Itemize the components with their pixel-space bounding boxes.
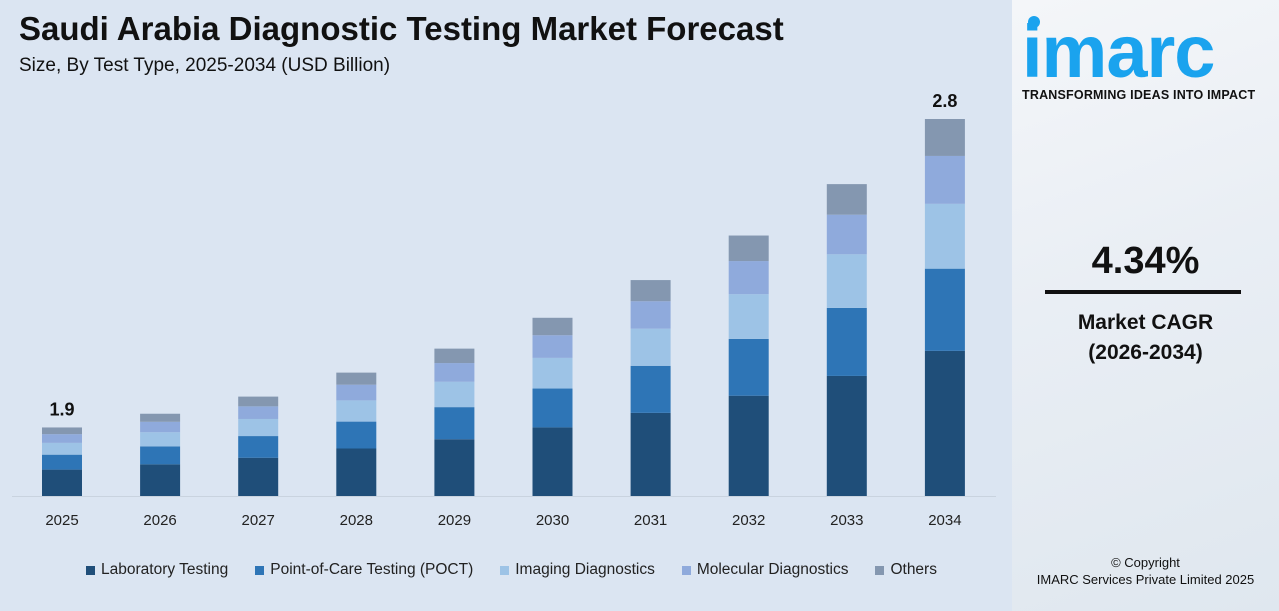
x-tick-label: 2025: [45, 512, 78, 529]
copyright-company: IMARC Services Private Limited 2025: [1036, 572, 1255, 587]
cagr-period: (2026-2034): [1088, 341, 1203, 364]
bar-segment-laboratory-testing-2025: [42, 469, 82, 496]
legend-swatch: [500, 565, 510, 575]
x-tick-label: 2033: [830, 512, 863, 529]
cagr-label: Market CAGR (2026-2034): [1012, 308, 1279, 368]
bar-segment-molecular-diagnostics-2029: [434, 363, 475, 382]
bar-segment-molecular-diagnostics-2027: [238, 406, 279, 419]
legend-item: Point-of-Care Testing (POCT): [255, 561, 473, 579]
bar-segment-imaging-diagnostics-2030: [532, 357, 573, 389]
bar-segment-molecular-diagnostics-2032: [728, 261, 769, 295]
legend-item: Molecular Diagnostics: [681, 561, 849, 579]
bar-segment-point-of-care-testing-poct--2028: [336, 421, 377, 449]
legend-swatch: [681, 565, 691, 575]
bar-segment-imaging-diagnostics-2031: [630, 328, 671, 366]
bar-segment-imaging-diagnostics-2032: [728, 294, 769, 339]
total-label-2034: 2.8: [932, 91, 957, 111]
bar-segment-imaging-diagnostics-2028: [336, 400, 377, 422]
bar-segment-imaging-diagnostics-2025: [42, 442, 82, 455]
bar-segment-others-2028: [336, 372, 377, 385]
bar-segment-point-of-care-testing-poct--2027: [238, 436, 279, 458]
logo-tagline: TRANSFORMING IDEAS INTO IMPACT: [1022, 88, 1256, 102]
legend-swatch: [86, 565, 95, 575]
bar-segment-laboratory-testing-2032: [728, 395, 769, 496]
bar-segment-molecular-diagnostics-2028: [336, 384, 377, 401]
x-tick-label: 2026: [143, 512, 176, 529]
bar-segment-laboratory-testing-2026: [140, 464, 181, 496]
legend-label: Point-of-Care Testing (POCT): [270, 561, 474, 578]
legend-swatch: [875, 565, 885, 575]
legend-item: Laboratory Testing: [86, 561, 228, 579]
chart-subtitle: Size, By Test Type, 2025-2034 (USD Billi…: [19, 55, 391, 76]
bar-segment-others-2033: [826, 184, 867, 215]
bar-segment-others-2027: [238, 396, 279, 407]
chart-title: Saudi Arabia Diagnostic Testing Market F…: [19, 10, 784, 47]
x-tick-label: 2028: [340, 512, 373, 529]
bar-segment-laboratory-testing-2033: [826, 375, 867, 496]
bar-segment-molecular-diagnostics-2031: [630, 301, 671, 329]
bar-segment-point-of-care-testing-poct--2034: [924, 268, 965, 351]
logo-text: imarc: [1022, 10, 1215, 93]
bar-segment-others-2032: [728, 235, 769, 262]
bar-segment-point-of-care-testing-poct--2031: [630, 365, 671, 413]
bar-segment-others-2029: [434, 348, 475, 364]
copyright-line: © Copyright: [1111, 555, 1180, 570]
bar-segment-laboratory-testing-2027: [238, 457, 279, 496]
bar-segment-imaging-diagnostics-2034: [924, 203, 965, 269]
bar-segment-molecular-diagnostics-2033: [826, 214, 867, 255]
legend-label: Laboratory Testing: [101, 561, 229, 578]
bar-segment-imaging-diagnostics-2027: [238, 418, 279, 437]
bar-segment-point-of-care-testing-poct--2032: [728, 338, 769, 396]
bar-segment-imaging-diagnostics-2026: [140, 432, 181, 447]
info-panel: [1012, 0, 1279, 611]
x-tick-label: 2034: [928, 512, 961, 529]
logo-dot: [1028, 16, 1040, 28]
x-tick-label: 2027: [242, 512, 275, 529]
bar-segment-molecular-diagnostics-2034: [924, 155, 965, 204]
x-tick-label: 2031: [634, 512, 667, 529]
bar-segment-point-of-care-testing-poct--2026: [140, 446, 181, 465]
bar-segment-point-of-care-testing-poct--2033: [826, 307, 867, 376]
bar-segment-laboratory-testing-2030: [532, 427, 573, 496]
bar-segment-point-of-care-testing-poct--2030: [532, 388, 573, 428]
bar-segment-imaging-diagnostics-2033: [826, 254, 867, 308]
cagr-divider: [1045, 290, 1241, 294]
bar-segment-imaging-diagnostics-2029: [434, 381, 475, 408]
cagr-value: 4.34%: [1091, 240, 1200, 282]
bar-segment-molecular-diagnostics-2026: [140, 421, 181, 433]
total-label-2025: 1.9: [49, 399, 74, 419]
bar-segment-others-2034: [924, 119, 965, 156]
bar-segment-laboratory-testing-2028: [336, 448, 377, 496]
bar-segment-point-of-care-testing-poct--2029: [434, 407, 475, 440]
legend-label: Imaging Diagnostics: [515, 561, 655, 578]
bar-segment-molecular-diagnostics-2025: [42, 434, 82, 443]
bar-segment-molecular-diagnostics-2030: [532, 335, 573, 358]
legend-item: Others: [875, 561, 937, 579]
x-tick-label: 2030: [536, 512, 569, 529]
legend-label: Others: [890, 561, 937, 578]
legend-label: Molecular Diagnostics: [696, 561, 849, 578]
bar-segment-laboratory-testing-2029: [434, 439, 475, 496]
legend-swatch: [255, 565, 265, 575]
stacked-bar-chart: 2025 1.9 2026 2027 2028 2029 2030 2031 2032 2033 2…: [12, 91, 996, 529]
bar-segment-point-of-care-testing-poct--2025: [42, 454, 82, 470]
bar-segment-others-2026: [140, 413, 181, 422]
legend-item: Imaging Diagnostics: [500, 561, 655, 579]
bar-segment-others-2025: [42, 427, 82, 435]
bar-segment-laboratory-testing-2034: [924, 350, 965, 496]
imarc-logo: imarc TRANSFORMING IDEAS INTO IMPACT: [1022, 10, 1267, 103]
cagr-label-text: Market CAGR: [1077, 311, 1214, 334]
x-tick-label: 2029: [438, 512, 471, 529]
x-tick-label: 2032: [732, 512, 765, 529]
legend: Laboratory Testing Point-of-Care Testing …: [86, 561, 937, 579]
bar-segment-others-2030: [532, 317, 573, 336]
bar-segment-laboratory-testing-2031: [630, 412, 671, 496]
bar-segment-others-2031: [630, 280, 671, 302]
